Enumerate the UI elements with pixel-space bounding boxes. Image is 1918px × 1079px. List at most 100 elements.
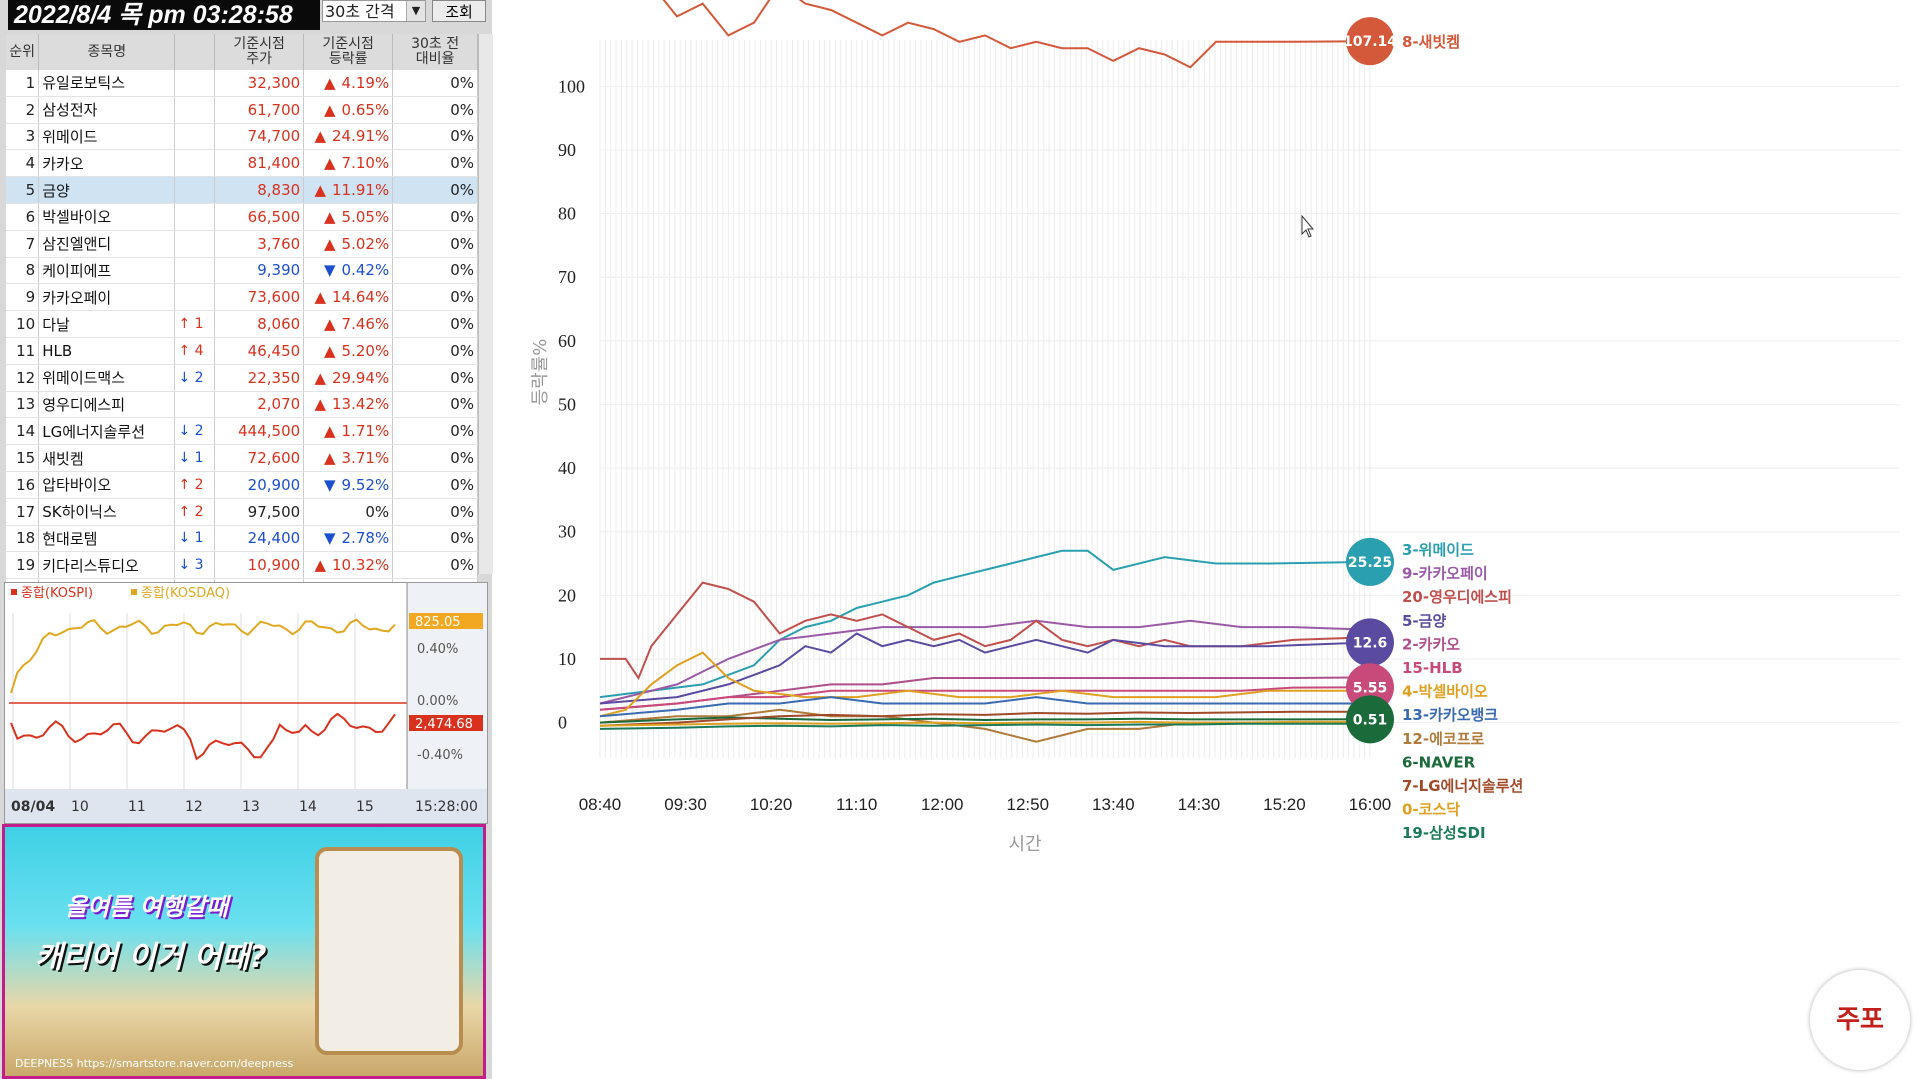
mini-x-label: 14	[299, 799, 317, 815]
rate-cell: ▲ 1.71%	[303, 417, 394, 446]
series-legend: 0-코스닥	[1402, 801, 1460, 819]
mini-x-label: 10	[71, 799, 89, 815]
kospi-value-box	[409, 715, 483, 731]
series-line	[599, 651, 1370, 718]
table-row[interactable]: 1 유일로보틱스 32,300 ▲ 4.19% 0%	[6, 70, 478, 97]
table-row[interactable]: 9 카카오페이 73,600 ▲ 14.64% 0%	[6, 283, 478, 312]
change30-cell: 0%	[392, 525, 478, 553]
change30-cell: 0%	[392, 283, 478, 312]
table-row[interactable]: 2 삼성전자 61,700 ▲ 0.65% 0%	[6, 96, 478, 124]
rate-value: 0.65%	[336, 100, 390, 119]
kospi-value: 2,474.68	[415, 717, 473, 732]
x-axis-label: 시간	[1008, 834, 1041, 855]
table-row[interactable]: 4 카카오 81,400 ▲ 7.10% 0%	[6, 149, 478, 178]
stock-name-cell: 카카오	[38, 149, 176, 178]
x-tick-label: 12:50	[1007, 795, 1050, 814]
kosdaq-legend-swatch	[131, 589, 137, 595]
rank-move-cell	[174, 391, 216, 419]
rank-cell: 8	[6, 257, 40, 285]
table-header-3[interactable]: 기준시점 주가	[214, 34, 305, 70]
stock-name-cell: SK하이닉스	[38, 498, 176, 526]
table-header-5[interactable]: 30초 전 대비율	[392, 34, 478, 70]
down-triangle-icon: ▼	[324, 475, 336, 494]
mini-right-label: 0.00%	[417, 694, 458, 709]
price-cell: 97,500	[214, 498, 305, 526]
stock-name-cell: 다날	[38, 310, 176, 338]
price-cell: 72,600	[214, 444, 305, 472]
index-mini-chart: 종합(KOSPI) 종합(KOSDAQ) 825.05 2,474.68 0.40% 0.…	[4, 582, 488, 824]
table-row[interactable]: 14 LG에너지솔루션 ↓ 2 444,500 ▲ 1.71% 0%	[6, 417, 478, 446]
rate-value: 5.05%	[336, 207, 390, 226]
table-row[interactable]: 13 영우디에스피 2,070 ▲ 13.42% 0%	[6, 391, 478, 419]
table-scrollbar[interactable]	[478, 34, 493, 574]
change30-cell: 0%	[392, 70, 478, 97]
rate-value: 7.46%	[336, 315, 390, 334]
rank-move-cell: ↓ 1	[174, 444, 216, 472]
rank-cell: 10	[6, 310, 40, 338]
table-row[interactable]: 15 새빗켐 ↓ 1 72,600 ▲ 3.71% 0%	[6, 444, 478, 472]
rate-cell: ▲ 3.71%	[303, 444, 394, 472]
rank-move-cell: ↓ 3	[174, 551, 216, 580]
rate-cell: ▲ 5.05%	[303, 203, 394, 231]
left-panel: 2022/8/4 목 pm 03:28:58 30초 간격 ▼ 조회 순위 종목명 기…	[0, 0, 493, 1079]
x-tick-label: 10:20	[750, 795, 793, 814]
y-tick-label: 100	[558, 76, 585, 96]
jupo-logo: 주포	[1810, 970, 1910, 1070]
rate-cell: ▲ 24.91%	[303, 123, 394, 151]
mini-x-label: 15	[356, 799, 374, 815]
up-triangle-icon: ▲	[324, 234, 336, 253]
series-line	[599, 722, 1370, 730]
change30-cell: 0%	[392, 417, 478, 446]
rate-cell: ▲ 5.20%	[303, 337, 394, 365]
interval-select[interactable]: 30초 간격 ▼	[322, 0, 426, 22]
table-row[interactable]: 12 위메이드맥스 ↓ 2 22,350 ▲ 29.94% 0%	[6, 364, 478, 392]
rank-move-cell: ↑ 2	[174, 471, 216, 499]
change30-cell: 0%	[392, 471, 478, 499]
table-row[interactable]: 19 키다리스튜디오 ↓ 3 10,900 ▲ 10.32% 0%	[6, 551, 478, 580]
table-row[interactable]: 16 압타바이오 ↑ 2 20,900 ▼ 9.52% 0%	[6, 471, 478, 499]
table-row[interactable]: 8 케이피에프 9,390 ▼ 0.42% 0%	[6, 257, 478, 285]
rank-cell: 6	[6, 203, 40, 231]
y-tick-label: 20	[558, 585, 576, 605]
rate-cell: ▲ 29.94%	[303, 364, 394, 392]
table-row[interactable]: 17 SK하이닉스 ↑ 2 97,500 0% 0%	[6, 498, 478, 526]
table-header-2[interactable]	[174, 34, 216, 70]
ad-brand: DEEPNESS	[15, 1057, 74, 1070]
mini-x-label: 13	[242, 799, 260, 815]
up-triangle-icon: ▲	[324, 154, 336, 173]
series-legend: 19-삼성SDI	[1402, 824, 1486, 842]
table-row[interactable]: 10 다날 ↑ 1 8,060 ▲ 7.46% 0%	[6, 310, 478, 338]
query-button[interactable]: 조회	[432, 0, 486, 22]
stock-name-cell: 위메이드	[38, 123, 176, 151]
table-row[interactable]: 3 위메이드 74,700 ▲ 24.91% 0%	[6, 123, 478, 151]
table-header-0[interactable]: 순위	[6, 34, 40, 70]
table-row[interactable]: 5 금양 8,830 ▲ 11.91% 0%	[6, 176, 478, 204]
mini-right-label: 0.40%	[417, 642, 458, 657]
rate-value: 2.78%	[336, 529, 390, 548]
price-cell: 32,300	[214, 70, 305, 97]
ad-banner[interactable]: 올여름 여행갈때 캐리어 이거 어때? DEEPNESS https://sma…	[2, 824, 486, 1079]
change30-cell: 0%	[392, 310, 478, 338]
table-row[interactable]: 7 삼진엘앤디 3,760 ▲ 5.02% 0%	[6, 230, 478, 258]
series-legend: 6-NAVER	[1402, 753, 1476, 771]
change30-cell: 0%	[392, 149, 478, 178]
table-header-1[interactable]: 종목명	[38, 34, 176, 70]
table-row[interactable]: 11 HLB ↑ 4 46,450 ▲ 5.20% 0%	[6, 337, 478, 365]
stock-name-cell: LG에너지솔루션	[38, 417, 176, 446]
chevron-down-icon[interactable]: ▼	[406, 1, 425, 21]
table-row[interactable]: 18 현대로템 ↓ 1 24,400 ▼ 2.78% 0%	[6, 525, 478, 553]
table-header-4[interactable]: 기준시점 등락률	[303, 34, 394, 70]
rank-cell: 15	[6, 444, 40, 472]
x-tick-label: 09:30	[664, 795, 707, 814]
up-triangle-icon: ▲	[324, 100, 336, 119]
table-row[interactable]: 6 박셀바이오 66,500 ▲ 5.05% 0%	[6, 203, 478, 231]
series-legend: 13-카카오뱅크	[1402, 706, 1498, 724]
rank-cell: 13	[6, 391, 40, 419]
price-cell: 10,900	[214, 551, 305, 580]
up-triangle-icon: ▲	[314, 127, 326, 146]
stock-name-cell: 현대로템	[38, 525, 176, 553]
series-line	[599, 720, 1370, 727]
price-cell: 9,390	[214, 257, 305, 285]
kospi-line	[10, 712, 396, 761]
up-triangle-icon: ▲	[324, 422, 336, 441]
